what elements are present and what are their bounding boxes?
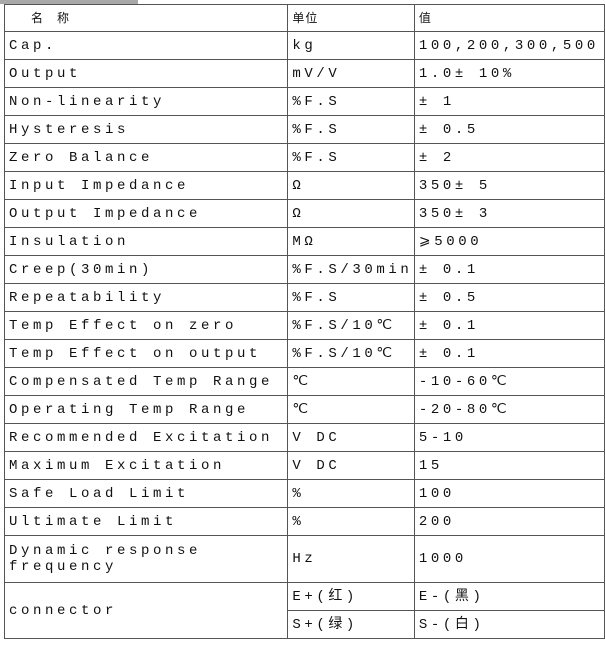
spec-value: ± 0.1 [413, 339, 605, 368]
wire-minus: S-(白) [413, 610, 605, 639]
table-row: Recommended Excitation V DC 5-10 [3, 423, 605, 452]
spec-name: Temp Effect on output [3, 339, 289, 368]
spec-name: Input Impedance [3, 171, 289, 200]
spec-unit: % [287, 507, 415, 536]
spec-unit: %F.S/30min [287, 255, 415, 284]
spec-unit: % [287, 479, 415, 508]
spec-value: 100,200,300,500 [413, 31, 605, 60]
table-row: Repeatability %F.S ± 0.5 [3, 283, 605, 312]
spec-value: 1.0± 10% [413, 59, 605, 88]
spec-name: Compensated Temp Range [3, 367, 289, 396]
table-row: Insulation MΩ ⩾5000 [3, 227, 605, 256]
spec-name: Non-linearity [3, 87, 289, 116]
header-name: 名 称 [3, 4, 289, 32]
spec-unit: Hz [287, 535, 415, 583]
spec-value: -10-60℃ [413, 367, 605, 396]
table-row: Ultimate Limit% 200 [3, 507, 605, 536]
spec-name: Hysteresis [3, 115, 289, 144]
connector-row: S+(绿) S-(白) [5, 610, 605, 639]
spec-unit: %F.S/10℃ [287, 311, 415, 340]
table-row: Safe Load Limit% 100 [3, 479, 605, 508]
table-row: Temp Effect on zero %F.S/10℃ ± 0.1 [3, 311, 605, 340]
spec-value: ± 1 [413, 87, 605, 116]
table-row: Maximum Excitation V DC 15 [3, 451, 605, 480]
table-row: Dynamic response frequency Hz 1000 [3, 535, 605, 583]
spec-unit: MΩ [287, 227, 415, 256]
spec-table: 名 称 单位 值 Cap. kg 100,200,300,500 Output mV/V… [3, 4, 605, 639]
table-row: Zero Balance %F.S ± 2 [3, 143, 605, 172]
connector-row: connector E+(红) E-(黑) [3, 582, 605, 639]
header-unit: 单位 [287, 4, 415, 32]
spec-value: ± 0.5 [413, 115, 605, 144]
spec-unit: mV/V [287, 59, 415, 88]
spec-value: ± 0.5 [413, 283, 605, 312]
spec-unit: V DC [287, 423, 415, 452]
table-row: Non-linearity %F.S ± 1 [3, 87, 605, 116]
spec-value: 5-10 [413, 423, 605, 452]
spec-unit: ℃ [287, 395, 415, 424]
spec-unit: V DC [287, 451, 415, 480]
spec-value: 100 [413, 479, 605, 508]
spec-value: ⩾5000 [413, 227, 605, 256]
spec-unit: ℃ [287, 367, 415, 396]
connector-label: connector [3, 582, 289, 639]
header-row: 名 称 单位 值 [3, 4, 605, 32]
table-row: Output mV/V 1.0± 10% [3, 59, 605, 88]
table-row: Hysteresis %F.S ± 0.5 [3, 115, 605, 144]
spec-unit: %F.S/10℃ [287, 339, 415, 368]
spec-value: 200 [413, 507, 605, 536]
spec-value: 15 [413, 451, 605, 480]
table-row: Temp Effect on output %F.S/10℃ ± 0.1 [3, 339, 605, 368]
spec-name: Maximum Excitation [3, 451, 289, 480]
spec-name: Operating Temp Range [3, 395, 289, 424]
spec-name: Dynamic response frequency [3, 535, 289, 583]
spec-name: Insulation [3, 227, 289, 256]
table-row: Compensated Temp Range ℃ -10-60℃ [3, 367, 605, 396]
spec-value: 350± 5 [413, 171, 605, 200]
spec-value: ± 2 [413, 143, 605, 172]
spec-name: Recommended Excitation [3, 423, 289, 452]
spec-value: 1000 [413, 535, 605, 583]
spec-name: Cap. [3, 31, 289, 60]
top-bar [0, 0, 138, 4]
spec-unit: %F.S [287, 115, 415, 144]
spec-name: Ultimate Limit [3, 507, 289, 536]
spec-name: Safe Load Limit [3, 479, 289, 508]
spec-name: Repeatability [3, 283, 289, 312]
table-row: Creep(30min) %F.S/30min ± 0.1 [3, 255, 605, 284]
spec-unit: Ω [287, 171, 415, 200]
spec-value: 350± 3 [413, 199, 605, 228]
wire-plus: E+(红) [287, 582, 415, 611]
header-value: 值 [413, 4, 605, 32]
spec-value: ± 0.1 [413, 311, 605, 340]
spec-name: Temp Effect on zero [3, 311, 289, 340]
table-row: Cap. kg 100,200,300,500 [3, 31, 605, 60]
spec-value: ± 0.1 [413, 255, 605, 284]
spec-name: Output [3, 59, 289, 88]
spec-unit: %F.S [287, 283, 415, 312]
table-row: Operating Temp Range ℃ -20-80℃ [3, 395, 605, 424]
table-row: Output Impedance Ω 350± 3 [3, 199, 605, 228]
spec-unit: Ω [287, 199, 415, 228]
wire-minus: E-(黑) [413, 582, 605, 611]
spec-name: Output Impedance [3, 199, 289, 228]
spec-name: Creep(30min) [3, 255, 289, 284]
spec-value: -20-80℃ [413, 395, 605, 424]
table-row: Input Impedance Ω 350± 5 [3, 171, 605, 200]
wire-plus: S+(绿) [287, 610, 415, 639]
spec-name: Zero Balance [3, 143, 289, 172]
spec-unit: %F.S [287, 87, 415, 116]
spec-unit: %F.S [287, 143, 415, 172]
spec-unit: kg [287, 31, 415, 60]
